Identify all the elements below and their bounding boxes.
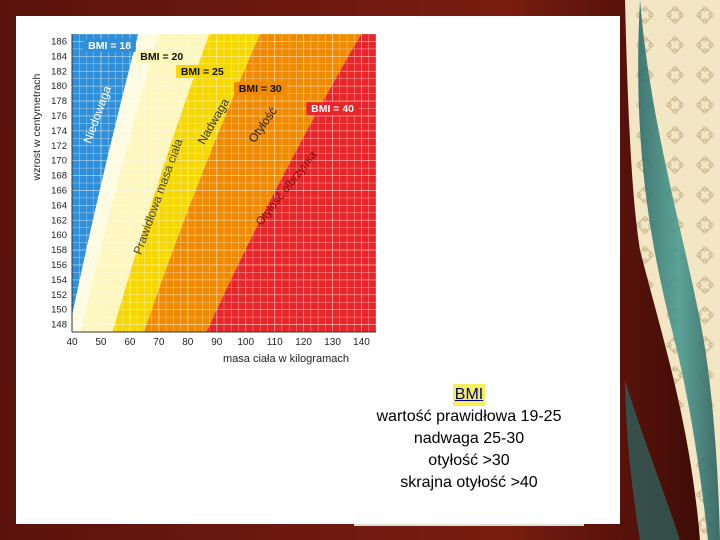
y-tick-label: 178 [51, 96, 67, 107]
x-tick-label: 130 [324, 337, 341, 348]
bmi-info-title[interactable]: BMI [452, 384, 486, 406]
y-tick-label: 172 [51, 141, 67, 152]
x-tick-label: 40 [66, 337, 78, 348]
y-tick-label: 158 [51, 245, 67, 256]
y-tick-label: 162 [51, 215, 67, 226]
y-tick-label: 166 [51, 185, 67, 196]
y-tick-label: 152 [51, 290, 67, 301]
bmi-info-line-extreme-obesity: skrajna otyłość >40 [400, 474, 538, 491]
x-tick-label: 60 [124, 337, 136, 348]
y-tick-label: 148 [51, 320, 67, 331]
bmi-curve-label: BMI = 18 [88, 40, 131, 52]
bmi-curve-label: BMI = 40 [311, 103, 354, 115]
x-tick-label: 100 [237, 337, 254, 348]
bmi-label-box [176, 64, 229, 78]
x-tick-label: 110 [267, 337, 283, 348]
bmi-curve-label: BMI = 20 [140, 51, 183, 63]
y-tick-label: 150 [51, 305, 67, 316]
y-tick-label: 154 [51, 275, 67, 286]
y-tick-label: 168 [51, 171, 67, 182]
x-tick-label: 50 [95, 337, 107, 348]
zone-underweight [72, 34, 139, 317]
y-tick-label: 182 [51, 66, 67, 77]
y-tick-label: 174 [51, 126, 67, 137]
bmi-label-box [135, 50, 188, 64]
x-tick-label: 80 [182, 337, 194, 348]
bmi-chart-svg: 148 150 152 154 156 158 160 162 164 166 168 170 172 1… [31, 33, 377, 365]
bmi-label-box [83, 38, 136, 52]
bmi-label-box [306, 102, 359, 116]
x-tick-label: 140 [353, 337, 370, 348]
x-tick-label: 120 [295, 337, 312, 348]
x-tick-label: 70 [153, 337, 165, 348]
bmi-info-line-obesity: otyłość >30 [428, 452, 510, 469]
y-tick-label: 184 [51, 51, 67, 62]
y-tick-label: 170 [51, 156, 67, 167]
x-tick-label: 90 [211, 337, 223, 348]
y-tick-label: 160 [51, 230, 67, 241]
x-axis-label: masa ciała w kilogramach [223, 353, 349, 365]
bmi-info-box: BMI wartość prawidłowa 19-25 nadwaga 25-… [354, 378, 584, 526]
y-axis-label: wzrost w centymetrach [31, 73, 43, 181]
bmi-info-line-overweight: nadwaga 25-30 [413, 430, 525, 447]
bmi-curve-label: BMI = 25 [181, 66, 224, 78]
y-tick-label: 186 [51, 36, 67, 47]
bmi-chart: 148 150 152 154 156 158 160 162 164 166 168 170 172 1… [24, 20, 392, 376]
y-tick-label: 164 [51, 200, 67, 211]
bmi-label-box [233, 82, 287, 96]
bmi-curve-label: BMI = 30 [239, 83, 282, 95]
bmi-info-line-normal: wartość prawidłowa 19-25 [376, 408, 562, 425]
y-tick-label: 180 [51, 81, 67, 92]
y-tick-label: 156 [51, 260, 67, 271]
y-tick-label: 176 [51, 111, 67, 122]
